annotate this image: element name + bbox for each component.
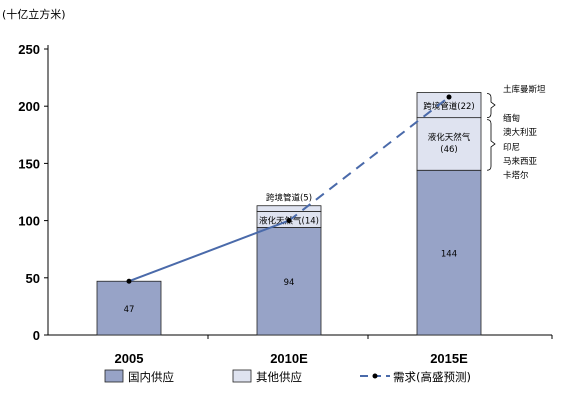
legend-label-demand: 需求(高盛预测) (393, 370, 471, 384)
y-tick-label: 150 (18, 156, 40, 171)
x-tick-label: 2010E (270, 351, 308, 366)
lng-source-label: 印尼 (503, 142, 520, 153)
lng-source-label: 马来西亚 (503, 157, 538, 167)
bar-domestic-2010E (256, 227, 322, 336)
legend-marker-demand (372, 373, 378, 379)
segment-label: 液化天然气 (428, 132, 471, 143)
lng-source-label: 卡塔尔 (503, 170, 529, 181)
legend-label-other: 其他供应 (256, 370, 302, 384)
segment-label: 跨境管道(22) (423, 101, 474, 112)
x-tick-label: 2015E (430, 351, 468, 366)
demand-point-2005 (126, 278, 132, 284)
y-tick-label: 100 (18, 214, 40, 229)
bar-segment-2015E (416, 117, 482, 171)
segment-label: 跨境管道(5) (266, 193, 312, 204)
x-tick-label: 2005 (115, 351, 144, 366)
y-tick-label: 0 (33, 328, 40, 343)
bar-domestic-2005 (96, 280, 162, 336)
y-tick-label: 50 (26, 271, 40, 286)
lng-brace (486, 119, 496, 171)
legend-swatch-domestic (104, 369, 124, 383)
lng-source-label: 澳大利亚 (503, 127, 538, 138)
demand-point-2010E (286, 218, 292, 224)
bar-domestic-2015E (416, 169, 482, 336)
y-tick-label: 250 (18, 42, 40, 57)
demand-point-2015E (446, 94, 452, 100)
segment-sub-label: (46) (440, 145, 457, 155)
unit-label: (十亿立方米) (2, 7, 66, 21)
bar-value-label: 94 (284, 278, 295, 288)
pipeline-source-label: 缅甸 (503, 113, 520, 124)
y-tick-label: 200 (18, 99, 40, 114)
legend-swatch-other (232, 369, 252, 383)
demand-line-solid (128, 219, 290, 283)
bar-segment-2010E (256, 205, 322, 212)
bar-value-label: 47 (124, 305, 135, 315)
legend-label-domestic: 国内供应 (128, 370, 174, 384)
bar-value-label: 144 (441, 250, 457, 260)
pipeline-source-label: 土库曼斯坦 (503, 84, 546, 95)
pipeline-brace (486, 93, 496, 119)
